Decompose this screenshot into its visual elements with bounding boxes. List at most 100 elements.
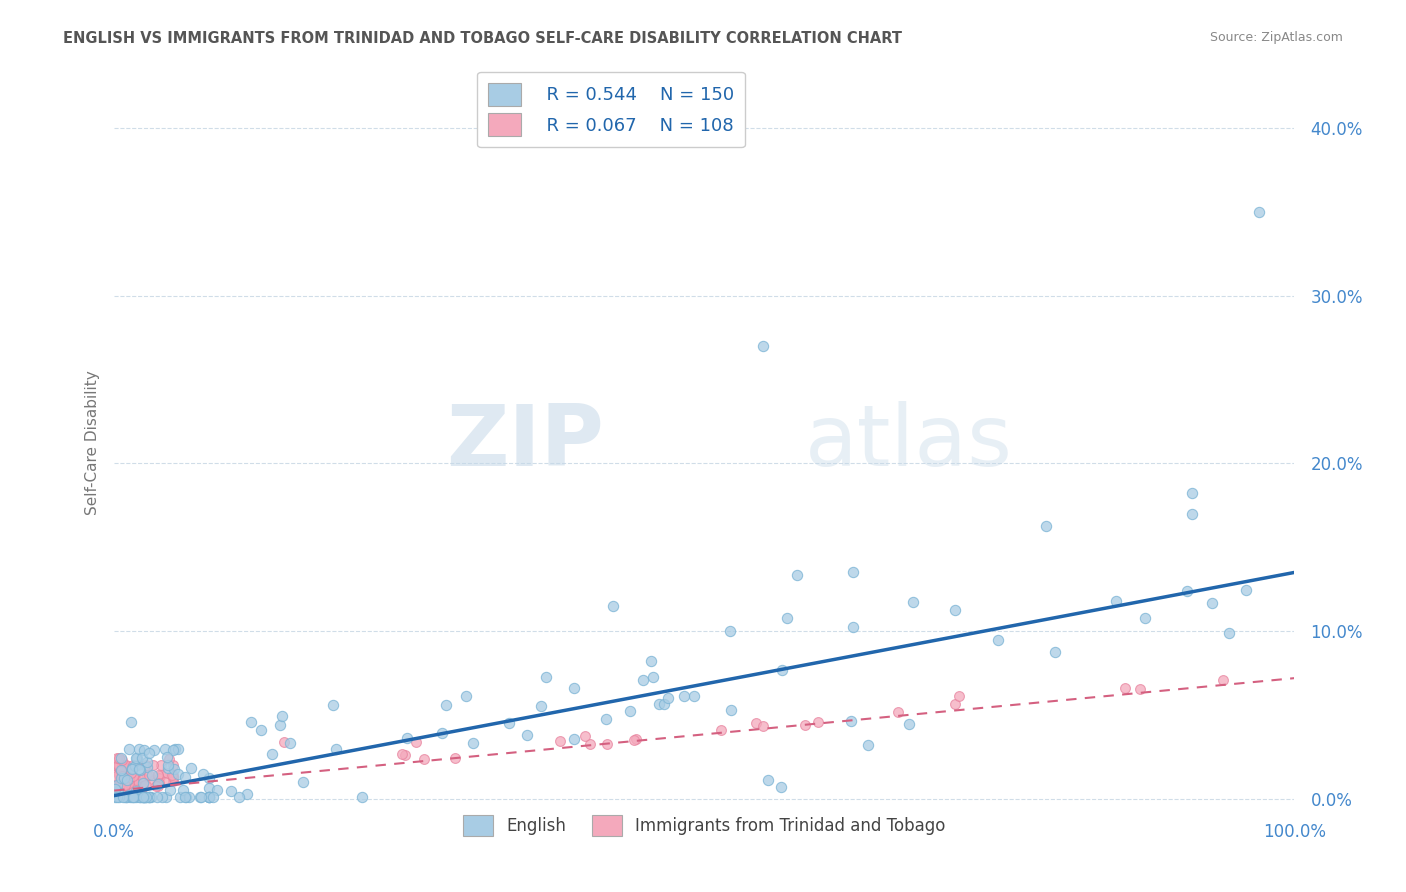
Point bbox=[534, 670, 557, 684]
Point bbox=[105, 763, 128, 777]
Point bbox=[461, 736, 484, 750]
Point bbox=[135, 755, 157, 769]
Point bbox=[112, 780, 135, 795]
Point bbox=[325, 742, 347, 756]
Point bbox=[115, 773, 138, 788]
Point bbox=[770, 780, 793, 795]
Point bbox=[162, 768, 184, 782]
Legend: English, Immigrants from Trinidad and Tobago: English, Immigrants from Trinidad and To… bbox=[457, 808, 952, 843]
Point bbox=[121, 758, 143, 772]
Point bbox=[107, 790, 129, 805]
Point bbox=[1181, 507, 1204, 521]
Point bbox=[129, 764, 152, 778]
Point bbox=[135, 790, 157, 805]
Point bbox=[143, 742, 166, 756]
Point bbox=[131, 776, 153, 790]
Point bbox=[114, 790, 136, 805]
Point bbox=[107, 777, 129, 791]
Point bbox=[110, 750, 132, 764]
Point bbox=[114, 758, 136, 772]
Point bbox=[105, 790, 128, 805]
Point bbox=[179, 790, 201, 805]
Point bbox=[145, 779, 167, 793]
Point bbox=[150, 790, 173, 805]
Point bbox=[250, 723, 273, 737]
Point bbox=[124, 778, 146, 792]
Point bbox=[271, 709, 294, 723]
Point bbox=[1045, 645, 1067, 659]
Point bbox=[444, 750, 467, 764]
Point bbox=[841, 620, 863, 634]
Text: Source: ZipAtlas.com: Source: ZipAtlas.com bbox=[1209, 31, 1343, 45]
Point bbox=[193, 767, 215, 781]
Point bbox=[131, 790, 153, 805]
Point bbox=[1105, 594, 1128, 608]
Point bbox=[112, 758, 135, 772]
Point bbox=[236, 787, 259, 801]
Y-axis label: Self-Care Disability: Self-Care Disability bbox=[86, 370, 100, 515]
Point bbox=[108, 777, 131, 791]
Point bbox=[117, 772, 139, 786]
Point bbox=[111, 782, 134, 797]
Point bbox=[121, 761, 143, 775]
Point bbox=[153, 775, 176, 789]
Point bbox=[115, 773, 138, 788]
Point bbox=[107, 783, 129, 797]
Point bbox=[110, 771, 132, 785]
Point bbox=[125, 751, 148, 765]
Point bbox=[776, 610, 799, 624]
Point bbox=[839, 714, 862, 728]
Point bbox=[228, 790, 250, 805]
Point bbox=[174, 790, 197, 805]
Point bbox=[858, 738, 880, 752]
Point bbox=[159, 782, 181, 797]
Point bbox=[602, 599, 624, 613]
Point bbox=[987, 633, 1010, 648]
Point bbox=[683, 689, 706, 703]
Point bbox=[350, 790, 373, 805]
Point bbox=[641, 670, 664, 684]
Point bbox=[454, 689, 477, 703]
Point bbox=[132, 790, 155, 805]
Point bbox=[1201, 596, 1223, 610]
Point bbox=[156, 750, 179, 764]
Point bbox=[197, 790, 219, 805]
Point bbox=[710, 723, 733, 737]
Point bbox=[623, 732, 645, 747]
Point bbox=[516, 728, 538, 742]
Point bbox=[114, 781, 136, 796]
Point bbox=[108, 774, 131, 789]
Point bbox=[901, 595, 924, 609]
Point bbox=[114, 765, 136, 780]
Point bbox=[132, 743, 155, 757]
Point bbox=[720, 703, 742, 717]
Point bbox=[162, 743, 184, 757]
Point bbox=[595, 737, 617, 751]
Point bbox=[1135, 611, 1157, 625]
Point bbox=[1128, 681, 1150, 696]
Point bbox=[105, 768, 128, 782]
Point bbox=[127, 758, 149, 772]
Point bbox=[897, 717, 920, 731]
Point bbox=[107, 758, 129, 772]
Point bbox=[943, 603, 966, 617]
Point bbox=[548, 733, 571, 747]
Point bbox=[173, 770, 195, 784]
Point bbox=[219, 783, 242, 797]
Point bbox=[786, 568, 808, 582]
Point bbox=[162, 771, 184, 785]
Point bbox=[172, 782, 194, 797]
Point bbox=[1181, 485, 1204, 500]
Point bbox=[114, 790, 136, 805]
Point bbox=[120, 765, 142, 780]
Point bbox=[125, 776, 148, 790]
Point bbox=[117, 780, 139, 794]
Point bbox=[125, 780, 148, 794]
Point bbox=[128, 762, 150, 776]
Point bbox=[146, 777, 169, 791]
Point bbox=[110, 760, 132, 774]
Point bbox=[624, 732, 647, 747]
Point bbox=[111, 758, 134, 772]
Point bbox=[262, 747, 284, 761]
Point bbox=[115, 790, 138, 805]
